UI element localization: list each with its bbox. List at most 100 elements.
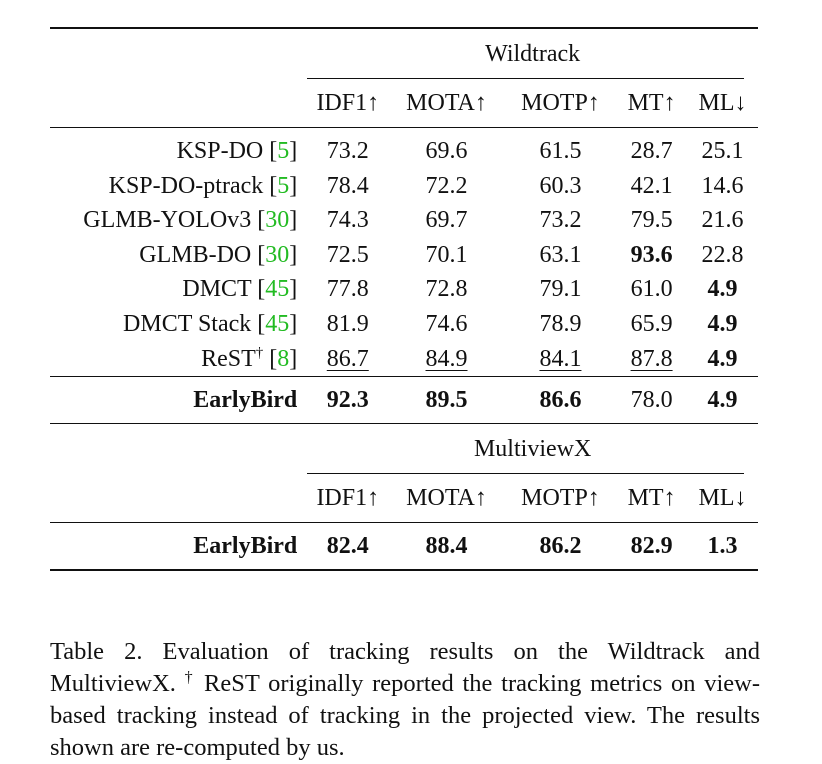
value-idf1: 74.3	[326, 207, 369, 234]
value-idf1: 72.5	[326, 241, 369, 268]
value-ml-best: 4.9	[707, 310, 738, 337]
col-header-motp: MOTP↑	[521, 90, 600, 116]
caption-text-1: Table 2. Evaluation of tracking results …	[50, 637, 760, 697]
method-name-ours: EarlyBird	[50, 376, 308, 424]
col-header-idf1: IDF1↑	[316, 485, 380, 512]
metric-header-row: IDF1↑ MOTA↑ MOTP↑ MT↑ ML↓	[50, 79, 758, 128]
value-mota-best: 89.5	[388, 376, 505, 424]
method-name: DMCT Stack	[123, 310, 252, 337]
col-header-ml: ML↓	[698, 90, 747, 116]
value-motp: 63.1	[539, 241, 582, 268]
dataset-label-multiviewx: MultiviewX	[307, 423, 758, 475]
method-cell: KSP-DO [5]	[50, 126, 308, 169]
caption-text-2: ReST originally reported the tracking me…	[50, 669, 761, 761]
value-mota: 72.8	[425, 276, 468, 303]
method-cell: DMCT Stack [45]	[123, 310, 298, 337]
tracking-results-table: Wildtrack IDF1↑ MOTA↑ MOTP↑ MT↑ ML↓ KSP-…	[50, 27, 758, 572]
value-mt: 42.1	[630, 172, 673, 199]
value-ml-best: 4.9	[707, 345, 738, 372]
citation-link[interactable]: 30	[265, 241, 290, 268]
dataset-label-wildtrack: Wildtrack	[307, 27, 758, 80]
value-mt: 78.0	[616, 376, 688, 424]
table-row: DMCT Stack [45] 81.9 74.6 78.9 65.9 4.9	[50, 307, 758, 342]
method-name: DMCT	[182, 276, 252, 303]
value-motp: 79.1	[539, 276, 582, 303]
value-motp: 78.9	[539, 310, 582, 337]
col-header-mota: MOTA↑	[406, 90, 487, 116]
value-motp: 73.2	[539, 207, 582, 234]
value-motp-best: 86.6	[504, 376, 617, 424]
method-cell: GLMB-DO [30]	[139, 241, 298, 268]
citation-link[interactable]: 8	[277, 345, 290, 372]
method-name: KSP-DO-ptrack	[108, 172, 264, 199]
col-header-idf1: IDF1↑	[316, 90, 380, 116]
value-ml: 22.8	[701, 241, 744, 268]
method-name: GLMB-DO	[139, 241, 252, 268]
col-header-motp: MOTP↑	[521, 485, 600, 512]
value-idf1: 77.8	[326, 276, 369, 303]
method-name: KSP-DO	[176, 138, 264, 164]
dagger-mark: †	[255, 344, 264, 361]
value-idf1-best: 82.4	[307, 522, 389, 572]
citation-link[interactable]: 5	[277, 138, 290, 164]
method-cell: ReST† [8]	[201, 344, 298, 372]
dataset-header-row-multiviewx: MultiviewX	[50, 423, 758, 475]
metric-header-row: IDF1↑ MOTA↑ MOTP↑ MT↑ ML↓	[50, 474, 758, 523]
value-mt: 28.7	[616, 126, 688, 169]
method-name-ours: EarlyBird	[50, 522, 308, 572]
value-ml-best: 4.9	[687, 376, 758, 424]
value-ml-best: 4.9	[707, 276, 738, 303]
dataset-header-row-wildtrack: Wildtrack	[50, 27, 758, 80]
value-motp: 61.5	[504, 126, 617, 169]
table-row: DMCT [45] 77.8 72.8 79.1 61.0 4.9	[50, 272, 758, 307]
value-mt: 61.0	[630, 276, 673, 303]
value-mt-second: 87.8	[630, 345, 673, 372]
citation-link[interactable]: 45	[265, 310, 290, 337]
value-idf1-best: 92.3	[307, 376, 389, 424]
value-mt-best: 82.9	[616, 522, 688, 572]
method-cell: DMCT [45]	[182, 276, 298, 303]
value-ml-best: 1.3	[687, 522, 758, 572]
value-idf1: 81.9	[326, 310, 369, 337]
value-mt-best: 93.6	[630, 241, 673, 268]
value-ml: 14.6	[701, 172, 744, 199]
citation-link[interactable]: 30	[265, 207, 290, 234]
table-row: GLMB-DO [30] 72.5 70.1 63.1 93.6 22.8	[50, 238, 758, 273]
table-row-ours-wildtrack: EarlyBird 92.3 89.5 86.6 78.0 4.9	[50, 376, 758, 424]
value-mt: 65.9	[630, 310, 673, 337]
method-cell: GLMB-YOLOv3 [30]	[83, 207, 298, 234]
table-row: KSP-DO-ptrack [5] 78.4 72.2 60.3 42.1 14…	[50, 169, 758, 204]
value-mota-best: 88.4	[388, 522, 505, 572]
method-name: ReST	[201, 345, 256, 372]
table-row: KSP-DO [5] 73.2 69.6 61.5 28.7 25.1	[50, 126, 758, 169]
value-idf1: 73.2	[307, 126, 389, 169]
col-header-mt: MT↑	[627, 485, 676, 512]
citation-link[interactable]: 5	[277, 172, 290, 199]
value-idf1-second: 86.7	[326, 345, 369, 372]
method-name: GLMB-YOLOv3	[83, 207, 252, 234]
results-table-container: Wildtrack IDF1↑ MOTA↑ MOTP↑ MT↑ ML↓ KSP-…	[50, 27, 758, 572]
value-ml: 21.6	[701, 207, 744, 234]
table-row: GLMB-YOLOv3 [30] 74.3 69.7 73.2 79.5 21.…	[50, 203, 758, 238]
col-header-mota: MOTA↑	[406, 485, 487, 512]
col-header-ml: ML↓	[698, 485, 747, 512]
table-row: ReST† [8] 86.7 84.9 84.1 87.8 4.9	[50, 342, 758, 377]
table-row-ours-multiviewx: EarlyBird 82.4 88.4 86.2 82.9 1.3	[50, 522, 758, 572]
method-cell: KSP-DO-ptrack [5]	[108, 172, 298, 199]
value-motp-second: 84.1	[539, 345, 582, 372]
caption-dagger: †	[184, 668, 196, 686]
table-caption: Table 2. Evaluation of tracking results …	[50, 636, 760, 764]
value-mt: 79.5	[630, 207, 673, 234]
value-mota: 69.7	[425, 207, 468, 234]
value-mota-second: 84.9	[425, 345, 468, 372]
value-mota: 70.1	[425, 241, 468, 268]
citation-link[interactable]: 45	[265, 276, 290, 303]
value-motp: 60.3	[539, 172, 582, 199]
value-mota: 74.6	[425, 310, 468, 337]
value-mota: 69.6	[388, 126, 505, 169]
value-ml: 25.1	[687, 126, 758, 169]
col-header-mt: MT↑	[627, 90, 676, 116]
value-mota: 72.2	[425, 172, 468, 199]
value-motp-best: 86.2	[504, 522, 617, 572]
value-idf1: 78.4	[326, 172, 369, 199]
